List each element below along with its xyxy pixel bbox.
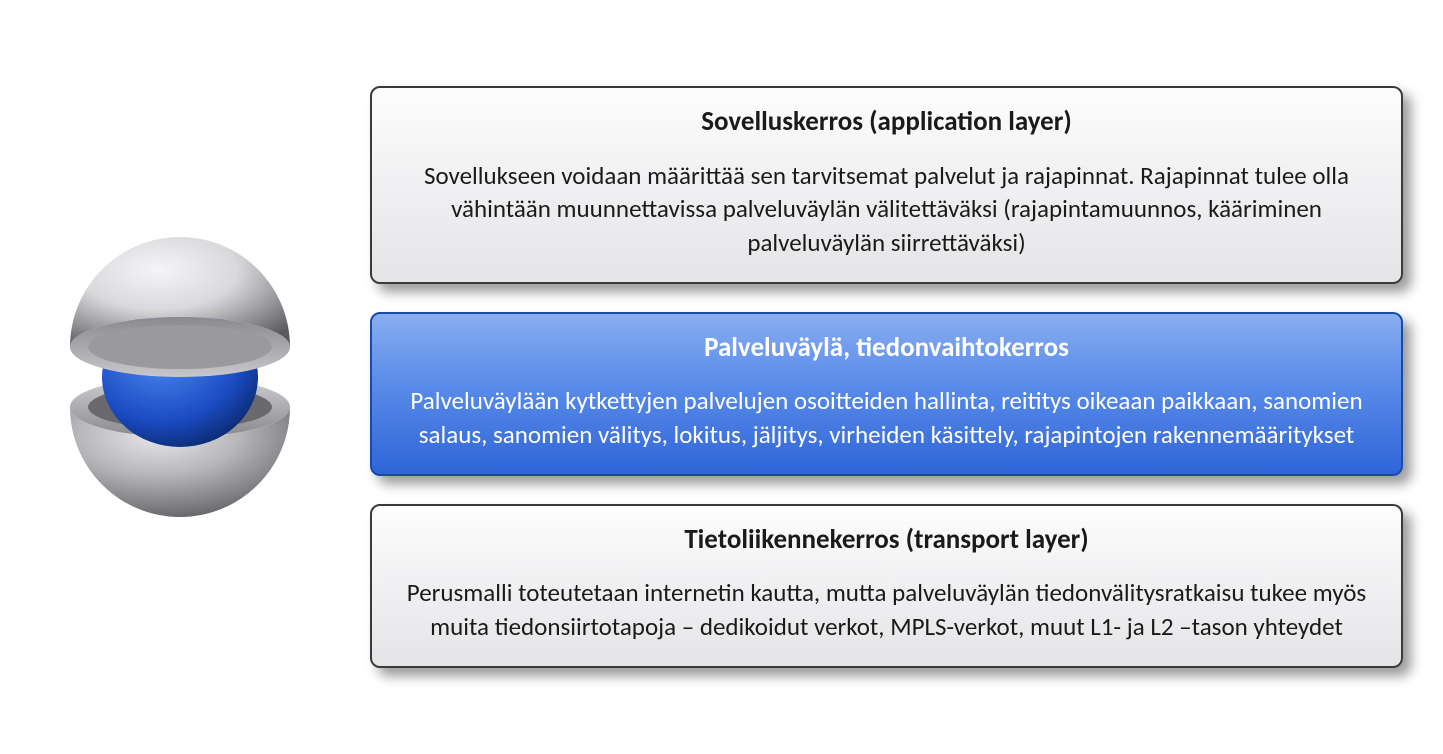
layers-column: Sovelluskerros (application layer) Sovel… bbox=[370, 86, 1403, 667]
layer-body: Palveluväylään kytkettyjen palvelujen os… bbox=[402, 384, 1371, 452]
layer-title: Tietoliikennekerros (transport layer) bbox=[402, 524, 1371, 556]
diagram-container: Sovelluskerros (application layer) Sovel… bbox=[0, 0, 1443, 754]
layer-application: Sovelluskerros (application layer) Sovel… bbox=[370, 86, 1403, 284]
layer-title: Sovelluskerros (application layer) bbox=[402, 106, 1371, 138]
layer-body: Perusmalli toteutetaan internetin kautta… bbox=[402, 576, 1371, 644]
layer-body: Sovellukseen voidaan määrittää sen tarvi… bbox=[402, 159, 1371, 260]
layer-servicebus: Palveluväylä, tiedonvaihtokerros Palvelu… bbox=[370, 312, 1403, 476]
layer-transport: Tietoliikennekerros (transport layer) Pe… bbox=[370, 504, 1403, 668]
layer-title: Palveluväylä, tiedonvaihtokerros bbox=[402, 332, 1371, 364]
sphere-icon bbox=[40, 207, 320, 547]
